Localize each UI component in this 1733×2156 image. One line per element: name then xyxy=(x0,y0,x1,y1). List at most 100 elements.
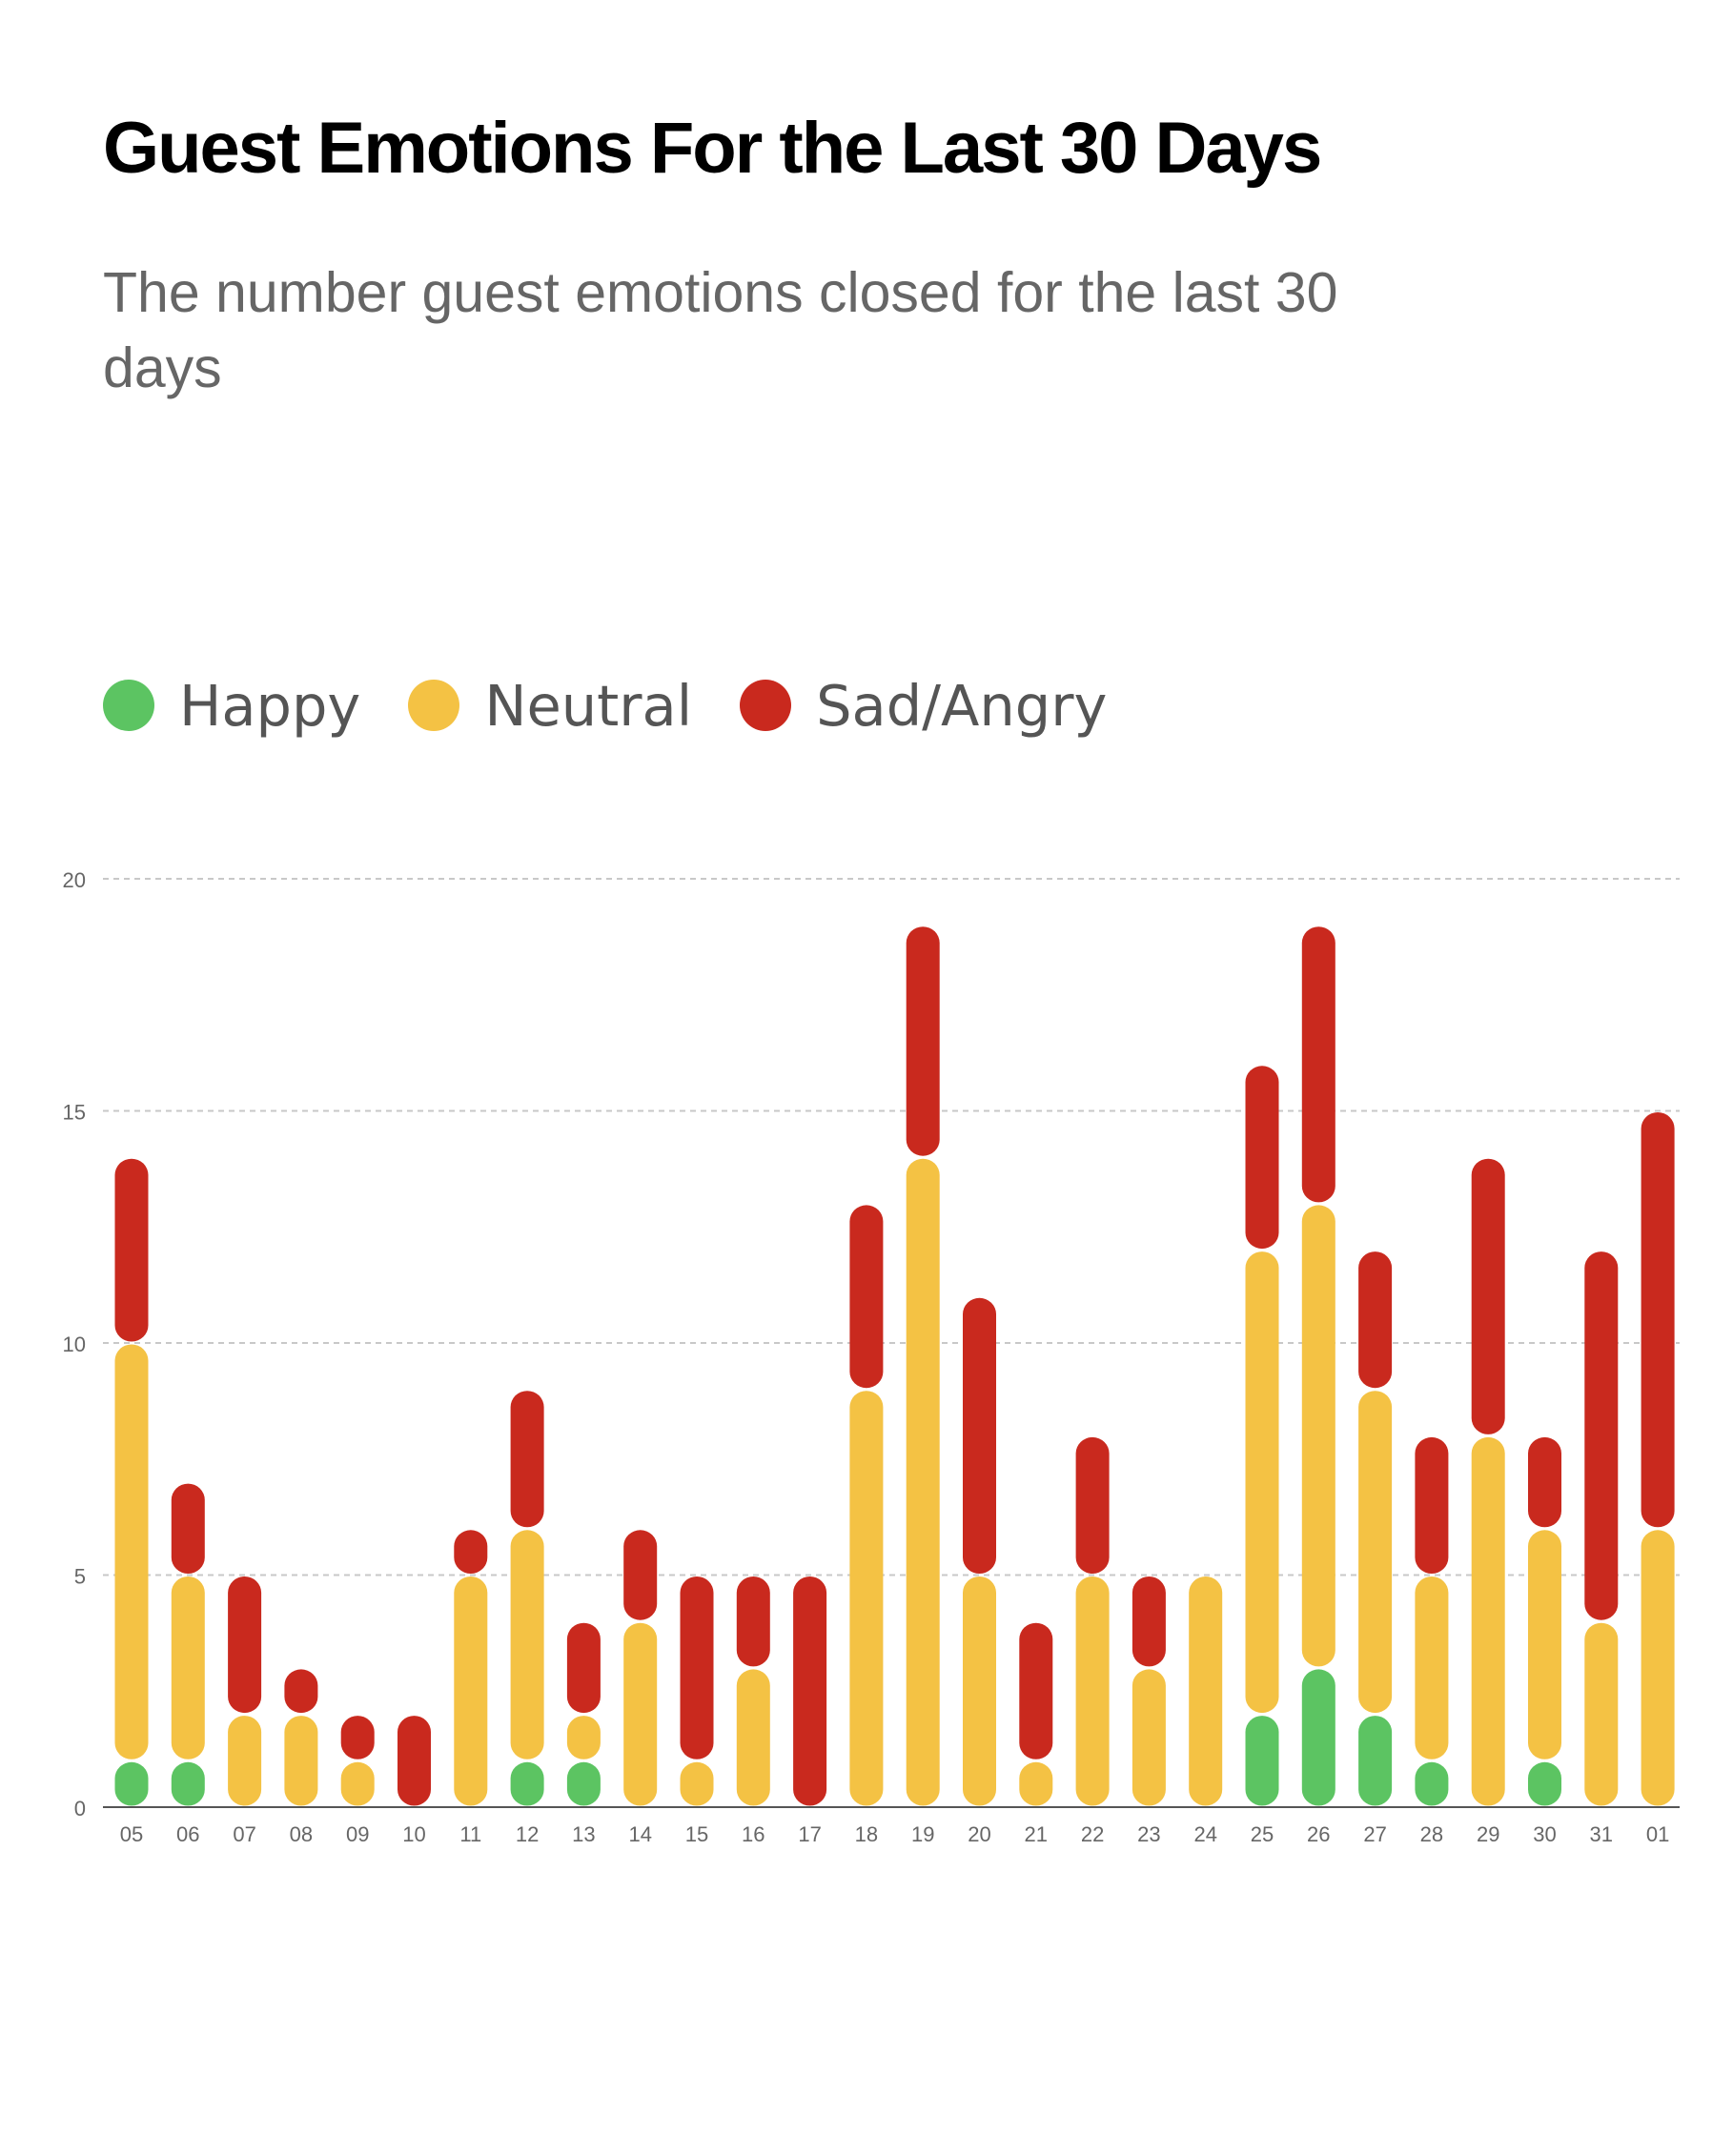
x-tick-label: 01 xyxy=(1646,1822,1669,1846)
bar-segment-sad-angry xyxy=(1301,926,1335,1203)
x-tick-label: 06 xyxy=(176,1822,199,1846)
bar-segment-sad-angry xyxy=(1471,1158,1505,1434)
bar-segment-neutral xyxy=(1132,1669,1166,1806)
x-tick-label: 08 xyxy=(290,1822,313,1846)
x-tick-label: 05 xyxy=(120,1822,143,1846)
x-tick-label: 11 xyxy=(459,1822,481,1846)
bar-segment-happy xyxy=(171,1761,205,1806)
legend-item-sad-angry: Sad/Angry xyxy=(740,673,1107,739)
x-tick-label: 19 xyxy=(911,1822,934,1846)
bar-segment-neutral xyxy=(1415,1576,1449,1759)
bar-segment-neutral xyxy=(1019,1761,1053,1806)
bar-segment-neutral xyxy=(340,1761,375,1806)
bar-segment-happy xyxy=(1358,1716,1393,1806)
bar-segment-neutral xyxy=(566,1716,601,1759)
bar-segment-sad-angry xyxy=(398,1716,431,1806)
legend-label-happy: Happy xyxy=(179,672,361,739)
bar-segment-neutral xyxy=(114,1344,149,1759)
x-tick-label: 12 xyxy=(516,1822,539,1846)
bar-segment-sad-angry xyxy=(284,1669,318,1714)
bar-segment-neutral xyxy=(736,1669,770,1806)
bar-segment-sad-angry xyxy=(1132,1576,1166,1667)
x-tick-label: 10 xyxy=(402,1822,425,1846)
bar-segment-happy xyxy=(510,1761,544,1806)
bar-segment-sad-angry xyxy=(340,1716,375,1759)
bar-segment-sad-angry xyxy=(114,1158,149,1342)
bar-segment-sad-angry xyxy=(963,1297,996,1574)
bar-segment-neutral xyxy=(906,1158,940,1806)
bar-segment-neutral xyxy=(680,1761,714,1806)
bar-segment-happy xyxy=(1415,1761,1449,1806)
bar-segment-sad-angry xyxy=(454,1530,488,1574)
bar-segment-neutral xyxy=(963,1576,996,1806)
y-tick-label: 5 xyxy=(74,1565,86,1589)
bar-segment-sad-angry xyxy=(1075,1436,1110,1574)
bar-segment-happy xyxy=(1301,1669,1335,1806)
bar-segment-sad-angry xyxy=(1019,1622,1053,1759)
y-tick-label: 20 xyxy=(63,868,86,892)
bar-segment-neutral xyxy=(284,1716,318,1806)
bar-segment-neutral xyxy=(1584,1622,1619,1806)
bar-segment-neutral xyxy=(1528,1530,1561,1759)
bar-segment-sad-angry xyxy=(1415,1436,1449,1574)
legend-swatch-happy xyxy=(103,680,154,731)
x-tick-label: 14 xyxy=(628,1822,651,1846)
bar-segment-sad-angry xyxy=(1641,1112,1675,1528)
x-tick-label: 26 xyxy=(1307,1822,1330,1846)
bar-segment-sad-angry xyxy=(510,1391,544,1528)
bar-segment-sad-angry xyxy=(566,1622,601,1714)
bar-segment-neutral xyxy=(1189,1576,1223,1806)
x-tick-label: 27 xyxy=(1363,1822,1386,1846)
x-tick-label: 23 xyxy=(1137,1822,1160,1846)
x-tick-label: 30 xyxy=(1533,1822,1556,1846)
legend-label-neutral: Neutral xyxy=(484,672,693,739)
chart-title: Guest Emotions For the Last 30 Days xyxy=(103,108,1322,189)
bar-segment-sad-angry xyxy=(171,1483,205,1574)
y-tick-label: 15 xyxy=(63,1101,86,1125)
legend-item-neutral: Neutral xyxy=(408,673,692,739)
bar-segment-sad-angry xyxy=(228,1576,262,1714)
x-tick-label: 29 xyxy=(1477,1822,1499,1846)
bar-segment-happy xyxy=(1245,1716,1279,1806)
bar-segment-sad-angry xyxy=(623,1530,658,1620)
x-tick-label: 25 xyxy=(1251,1822,1274,1846)
bar-segment-happy xyxy=(114,1761,149,1806)
legend-swatch-sad-angry xyxy=(740,680,792,731)
bar-segment-sad-angry xyxy=(736,1576,770,1667)
x-tick-label: 09 xyxy=(346,1822,369,1846)
bar-segment-neutral xyxy=(1075,1576,1110,1806)
x-tick-label: 07 xyxy=(233,1822,255,1846)
x-tick-label: 22 xyxy=(1081,1822,1104,1846)
y-tick-label: 0 xyxy=(74,1797,86,1820)
chart-legend: Happy Neutral Sad/Angry xyxy=(103,667,1154,743)
x-tick-label: 21 xyxy=(1025,1822,1048,1846)
chart-subtitle: The number guest emotions closed for the… xyxy=(103,261,1338,399)
x-tick-label: 15 xyxy=(685,1822,708,1846)
bar-segment-neutral xyxy=(228,1716,262,1806)
bar-segment-sad-angry xyxy=(793,1576,827,1806)
x-tick-label: 13 xyxy=(572,1822,595,1846)
bar-segment-neutral xyxy=(1471,1436,1505,1806)
bar-segment-sad-angry xyxy=(1245,1066,1279,1250)
x-tick-label: 31 xyxy=(1590,1822,1613,1846)
bar-segment-sad-angry xyxy=(1528,1436,1561,1528)
legend-item-happy: Happy xyxy=(103,673,360,739)
bar-segment-neutral xyxy=(1245,1251,1279,1714)
bar-segment-neutral xyxy=(510,1530,544,1759)
bar-segment-neutral xyxy=(1358,1391,1393,1714)
bar-segment-neutral xyxy=(849,1391,884,1806)
bar-segment-neutral xyxy=(171,1576,205,1759)
bar-segment-sad-angry xyxy=(906,926,940,1156)
x-tick-label: 16 xyxy=(742,1822,765,1846)
x-tick-label: 24 xyxy=(1193,1822,1216,1846)
bar-segment-sad-angry xyxy=(1358,1251,1393,1389)
bar-segment-sad-angry xyxy=(1584,1251,1619,1620)
y-tick-label: 10 xyxy=(63,1332,86,1356)
bar-segment-sad-angry xyxy=(849,1205,884,1389)
bar-segment-neutral xyxy=(1301,1205,1335,1667)
legend-swatch-neutral xyxy=(408,680,460,731)
x-tick-label: 18 xyxy=(855,1822,878,1846)
bar-segment-neutral xyxy=(623,1622,658,1806)
bar-segment-neutral xyxy=(454,1576,488,1806)
